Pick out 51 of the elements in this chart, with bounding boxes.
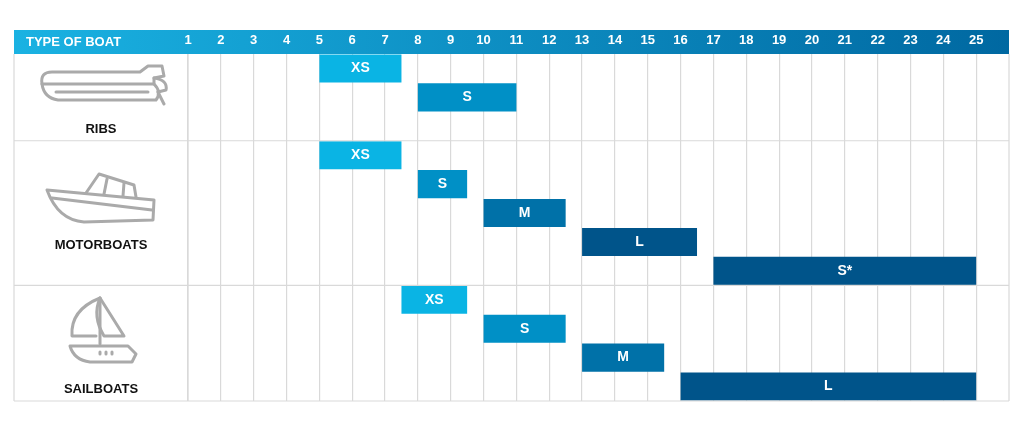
data-label: XS: [351, 59, 370, 76]
x-tick-label: 23: [903, 31, 918, 47]
x-tick-label: 2: [217, 31, 225, 47]
y-axis-title: TYPE OF BOAT: [26, 33, 122, 49]
x-tick-label: 19: [771, 31, 787, 47]
x-tick-label: 21: [837, 31, 853, 47]
x-tick-label: 16: [673, 31, 688, 47]
x-tick-label: 15: [640, 31, 655, 47]
data-label: S: [437, 174, 448, 191]
x-tick-label: 13: [574, 31, 590, 47]
x-tick-label: 9: [447, 31, 455, 47]
bar: [417, 170, 468, 199]
x-tick-label: 22: [870, 31, 885, 47]
data-label: M: [617, 348, 629, 365]
x-tick-label: 18: [739, 31, 754, 47]
bar: [417, 83, 517, 112]
y-tick-label: MOTORBOATS: [54, 236, 148, 252]
bar: [319, 54, 402, 83]
bar: [582, 343, 665, 372]
data-label: M: [518, 203, 531, 220]
data-label: XS: [424, 290, 444, 307]
data-label: XS: [351, 146, 370, 163]
bar: [713, 256, 977, 285]
bar: [680, 372, 977, 401]
x-tick-label: 10: [476, 31, 491, 47]
bar: [582, 227, 698, 256]
bar: [401, 285, 468, 314]
data-label: S*: [837, 261, 853, 278]
data-label: S: [462, 88, 472, 105]
bar: [319, 141, 402, 170]
x-tick-label: 5: [315, 31, 323, 47]
x-tick-label: 14: [607, 31, 623, 47]
x-tick-label: 3: [250, 31, 258, 47]
x-tick-label: 20: [804, 31, 820, 47]
y-tick-label: RIBS: [85, 120, 117, 136]
bar: [483, 199, 566, 228]
x-tick-label: 11: [509, 31, 524, 47]
x-tick-label: 6: [348, 31, 356, 47]
x-tick-label: 25: [968, 31, 984, 47]
data-label: S: [519, 319, 530, 336]
x-tick-label: 1: [184, 31, 192, 47]
x-tick-label: 24: [936, 31, 952, 47]
y-tick-label: SAILBOATS: [63, 381, 139, 397]
data-label: L: [824, 377, 834, 394]
bar: [483, 314, 566, 343]
x-tick-label: 4: [282, 31, 291, 47]
x-tick-label: 8: [414, 31, 422, 47]
x-tick-label: 12: [542, 31, 557, 47]
x-tick-label: 17: [706, 31, 721, 47]
x-tick-label: 7: [381, 31, 389, 47]
data-label: L: [635, 232, 645, 249]
